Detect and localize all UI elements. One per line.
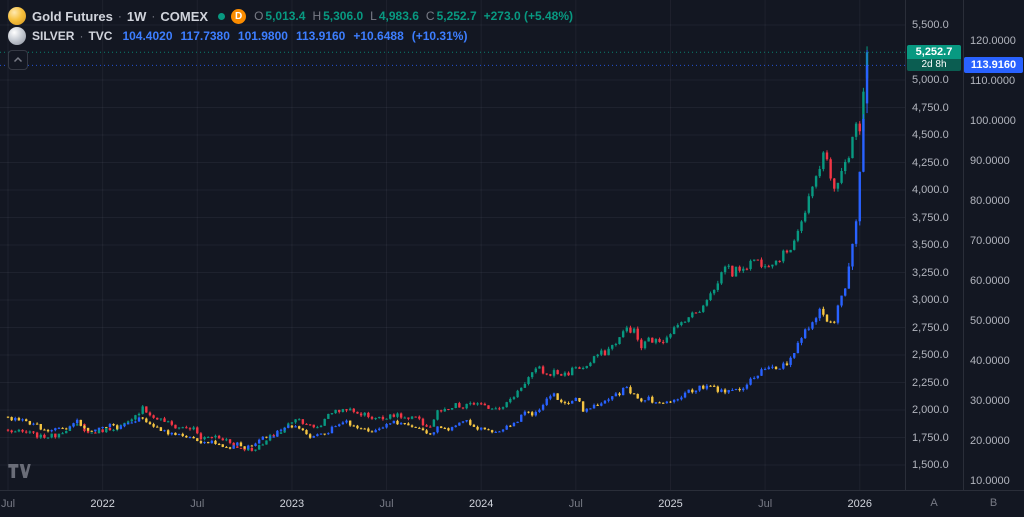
gold-axis-tick: 2,500.0 xyxy=(912,349,949,361)
time-axis-label: 2025 xyxy=(658,498,683,510)
gold-axis-tick: 1,500.0 xyxy=(912,459,949,471)
silver-axis-tick: 60.0000 xyxy=(970,275,1010,287)
time-axis[interactable]: Jul 2022 Jul 2023 Jul 2024 Jul 2025 Jul 2026 xyxy=(0,490,1024,517)
legend-silver-row[interactable]: SILVER · TVC 104.4020 117.7380 101.9800 … xyxy=(8,26,580,46)
tradingview-logo[interactable] xyxy=(8,464,31,483)
silver-price-badge: 113.9160 xyxy=(964,57,1023,74)
time-axis-label: 2022 xyxy=(90,498,115,510)
silver-low-value: 101.9800 xyxy=(237,29,288,43)
gold-axis-tick: 3,000.0 xyxy=(912,294,949,306)
silver-axis-tick: 80.0000 xyxy=(970,195,1010,207)
close-value: 5,252.7 xyxy=(436,9,477,23)
legend-gold-row[interactable]: Gold Futures · 1W · COMEX D O 5,013.4 H … xyxy=(8,6,580,26)
silver-axis-tick: 10.0000 xyxy=(970,475,1010,487)
silver-axis-tick: 70.0000 xyxy=(970,235,1010,247)
gold-exchange: COMEX xyxy=(160,8,209,24)
silver-axis-tick: 90.0000 xyxy=(970,155,1010,167)
gold-symbol-icon xyxy=(8,7,26,25)
silver-change-value: +10.6488 xyxy=(353,29,404,43)
gold-change-value: +273.0 (+5.48%) xyxy=(483,9,574,23)
silver-axis-tick: 50.0000 xyxy=(970,315,1010,327)
gold-axis-tick: 3,750.0 xyxy=(912,211,949,224)
silver-symbol-title: SILVER xyxy=(32,29,75,43)
gold-axis-tick: 3,500.0 xyxy=(912,239,949,251)
time-axis-label: 2024 xyxy=(468,498,494,510)
time-axis-label: Jul xyxy=(758,498,773,510)
silver-exchange: TVC xyxy=(88,29,113,43)
price-scale-b-button[interactable]: B xyxy=(989,497,998,509)
silver-axis-tick: 30.0000 xyxy=(970,395,1010,407)
chart-legend: Gold Futures · 1W · COMEX D O 5,013.4 H … xyxy=(8,6,580,70)
silver-axis-tick: 100.0000 xyxy=(970,115,1016,127)
silver-axis-tick: 110.0000 xyxy=(970,75,1016,87)
low-label: L xyxy=(370,9,377,23)
silver-change-pct: (+10.31%) xyxy=(411,29,468,43)
gold-symbol-title: Gold Futures xyxy=(32,8,113,24)
delayed-data-badge[interactable]: D xyxy=(231,8,247,24)
gold-axis-tick: 2,750.0 xyxy=(912,321,949,334)
time-axis-label: Jul xyxy=(379,498,394,510)
gold-axis-tick: 5,000.0 xyxy=(912,74,949,86)
gold-axis-tick: 2,000.0 xyxy=(912,404,949,416)
silver-price-axis[interactable]: 120.0000 110.0000 100.0000 90.0000 80.0000 70… xyxy=(963,0,1024,490)
time-axis-label: 2026 xyxy=(847,498,872,510)
gold-last-price: 5,252.7 xyxy=(907,45,961,60)
chevron-up-icon xyxy=(12,54,24,66)
silver-axis-tick: 40.0000 xyxy=(970,355,1010,367)
time-axis-label: 2023 xyxy=(279,498,305,510)
silver-open-value: 104.4020 xyxy=(122,29,173,43)
silver-close-value: 113.9160 xyxy=(295,29,346,43)
separator-dot: · xyxy=(79,29,84,43)
open-value: 5,013.4 xyxy=(265,9,306,23)
gold-price-axis[interactable]: 5,500.0 5,000.0 4,750.0 4,500.0 4,250.0 4,000… xyxy=(905,0,963,490)
gold-axis-tick: 1,750.0 xyxy=(912,431,949,444)
time-axis-label: Jul xyxy=(568,498,583,510)
time-axis-label: Jul xyxy=(190,498,205,510)
open-label: O xyxy=(254,9,264,23)
silver-high-value: 117.7380 xyxy=(180,29,230,43)
low-value: 4,983.6 xyxy=(378,9,419,23)
market-status-dot-icon xyxy=(218,12,226,20)
gold-ohlc-values: O 5,013.4 H 5,306.0 L 4,983.6 C 5,252.7 … xyxy=(254,9,580,23)
time-axis-label: Jul xyxy=(0,498,16,510)
gold-axis-tick: 4,500.0 xyxy=(912,129,949,141)
close-label: C xyxy=(425,9,435,23)
silver-symbol-icon xyxy=(8,27,26,45)
high-label: H xyxy=(312,9,322,23)
separator-dot: · xyxy=(117,9,122,23)
legend-collapse-button[interactable] xyxy=(8,50,28,70)
gold-price-badge: 5,252.7 2d 8h xyxy=(907,45,961,72)
silver-axis-tick: 120.0000 xyxy=(970,35,1016,47)
price-scale-a-button[interactable]: A xyxy=(930,497,938,509)
high-value: 5,306.0 xyxy=(323,9,364,23)
gold-axis-tick: 4,750.0 xyxy=(912,101,949,114)
silver-axis-tick: 20.0000 xyxy=(970,435,1010,447)
gold-axis-tick: 4,250.0 xyxy=(912,156,949,169)
gold-axis-tick: 4,000.0 xyxy=(912,184,949,196)
bar-countdown: 2d 8h xyxy=(907,59,961,72)
price-chart-canvas[interactable] xyxy=(0,0,905,490)
gold-axis-tick: 5,500.0 xyxy=(912,19,949,31)
separator-dot: · xyxy=(151,9,156,23)
gold-interval: 1W xyxy=(126,8,147,24)
gold-axis-tick: 2,250.0 xyxy=(912,376,949,389)
gold-axis-tick: 3,250.0 xyxy=(912,266,949,279)
